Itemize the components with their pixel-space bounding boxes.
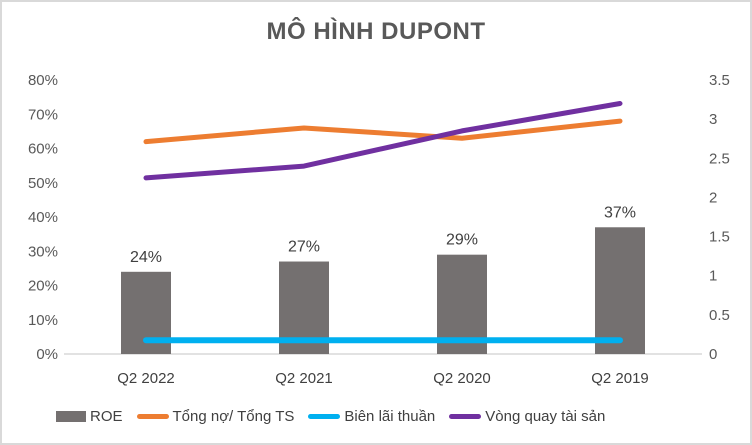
legend-label-net-margin: Biên lãi thuần (344, 407, 436, 425)
left-axis-tick-label: 50% (28, 175, 58, 192)
x-axis-category-label: Q2 2019 (591, 370, 649, 387)
bar-data-label: 24% (130, 249, 162, 266)
right-axis-tick-label: 1.5 (709, 229, 730, 246)
asset-turnover-line-swatch-icon (449, 413, 482, 419)
x-axis-category-label: Q2 2020 (433, 370, 491, 387)
chart-legend: ROE Tổng nợ/ Tổng TS Biên lãi thuần Vòng… (56, 403, 605, 429)
right-axis-tick-label: 3.5 (709, 72, 730, 89)
right-axis-tick-label: 0.5 (709, 307, 730, 324)
legend-label-asset-turnover: Vòng quay tài sản (485, 407, 606, 425)
left-axis-tick-label: 0% (36, 346, 58, 363)
bar-data-label: 29% (446, 232, 478, 249)
legend-item-asset-turnover: Vòng quay tài sản (449, 408, 605, 425)
x-axis-category-label: Q2 2022 (117, 370, 175, 387)
chart-title: MÔ HÌNH DUPONT (266, 18, 486, 45)
left-axis-tick-label: 40% (28, 209, 58, 226)
legend-item-roe: ROE (56, 408, 123, 425)
debt-ratio-line-swatch-icon (136, 413, 169, 419)
left-axis-tick-label: 20% (28, 278, 58, 295)
left-axis-tick-label: 30% (28, 243, 58, 260)
bar-data-label: 37% (604, 204, 636, 221)
left-axis-tick-label: 60% (28, 141, 58, 158)
net-margin-line-swatch-icon (308, 413, 341, 419)
legend-item-net-margin: Biên lãi thuần (308, 408, 435, 425)
legend-label-debt-ratio: Tổng nợ/ Tổng TS (172, 407, 295, 425)
roe-bar-swatch-icon (56, 410, 86, 422)
left-axis-tick-label: 10% (28, 312, 58, 329)
series-line (143, 118, 623, 145)
x-axis-category-label: Q2 2021 (275, 370, 333, 387)
left-axis-tick-label: 80% (28, 72, 58, 89)
right-axis-tick-label: 1 (709, 268, 717, 285)
left-axis-tick-label: 70% (28, 106, 58, 123)
right-axis-tick-label: 3 (709, 111, 717, 128)
right-axis-tick-label: 0 (709, 346, 717, 363)
series-line (143, 100, 623, 181)
legend-item-debt-ratio: Tổng nợ/ Tổng TS (136, 407, 295, 425)
right-axis-tick-label: 2 (709, 189, 717, 206)
right-axis-tick-label: 2.5 (709, 150, 730, 167)
legend-label-roe: ROE (90, 407, 123, 425)
roe-bar (595, 227, 645, 354)
bar-data-label: 27% (288, 239, 320, 256)
